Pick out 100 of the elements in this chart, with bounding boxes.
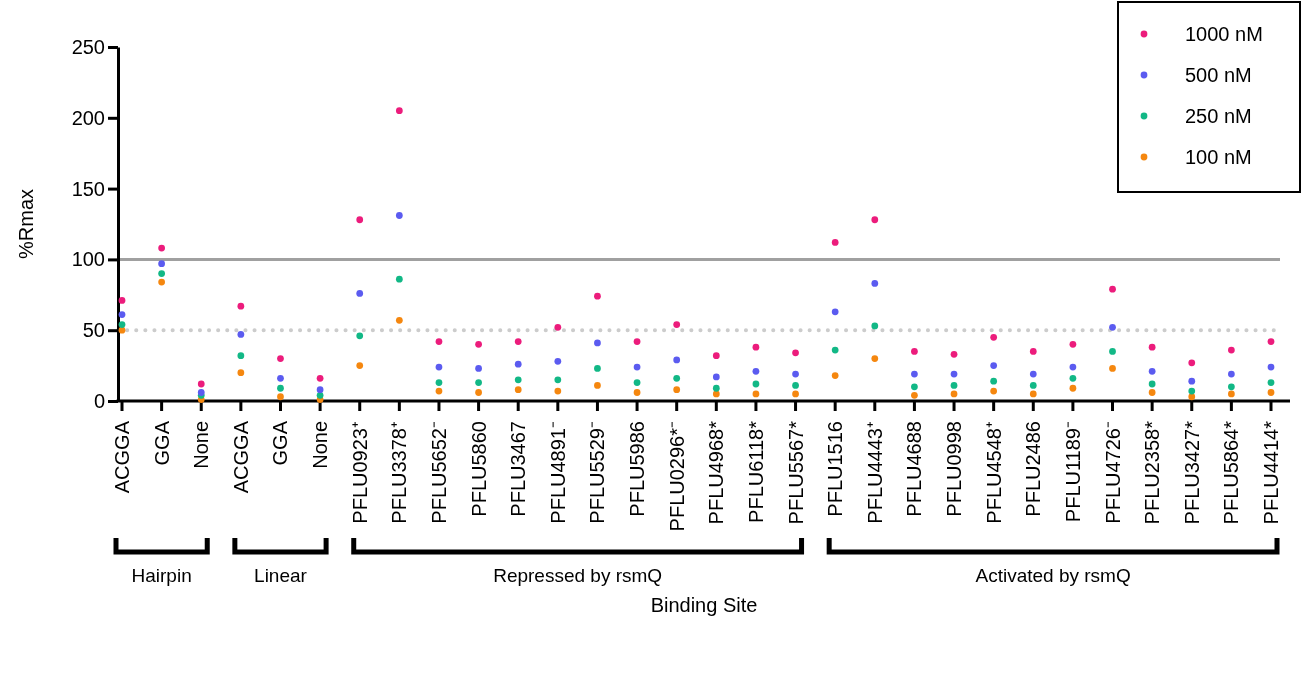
point — [1267, 338, 1275, 345]
legend-label: 500 nM — [1185, 64, 1252, 86]
point — [752, 343, 760, 351]
x-tick-label: PFLU4726⁻ — [1101, 421, 1124, 524]
point — [712, 384, 720, 392]
point — [1109, 323, 1116, 331]
x-tick-label: PFLU4414* — [1260, 420, 1282, 525]
point — [356, 216, 364, 224]
point — [911, 370, 918, 378]
legend-label: 1000 nM — [1185, 23, 1263, 45]
point — [594, 382, 601, 389]
point — [356, 332, 364, 340]
point — [712, 352, 720, 360]
point — [792, 390, 799, 398]
point — [1227, 346, 1235, 354]
point — [792, 349, 799, 357]
point — [950, 390, 958, 398]
point — [435, 387, 443, 395]
point — [475, 365, 482, 372]
point — [990, 333, 998, 341]
x-tick-label: PFLU4968* — [705, 420, 728, 525]
point — [1148, 367, 1156, 375]
text: Linear — [254, 565, 308, 586]
point — [950, 382, 958, 389]
x-tick-label: PFLU4443⁺ — [863, 421, 886, 524]
x-tick-label: PFLU1189⁻ — [1061, 421, 1084, 523]
x-tick-label: PFLU2358* — [1141, 420, 1164, 525]
point — [158, 270, 166, 277]
point — [316, 391, 324, 399]
point — [633, 338, 641, 345]
x-tick-label: GGA — [150, 420, 173, 466]
text: Repressed by rsmQ — [493, 565, 663, 586]
y-axis-title: %Rmax — [15, 188, 37, 260]
point — [475, 379, 482, 386]
legend-label: 250 nM — [1185, 105, 1252, 127]
point — [1148, 389, 1156, 396]
point — [514, 386, 522, 394]
point — [594, 292, 601, 300]
y-tick-label: 250 — [71, 35, 105, 58]
point — [752, 367, 760, 375]
point — [475, 340, 482, 348]
point — [871, 322, 879, 330]
x-tick-label: GGA — [269, 420, 292, 466]
point — [1029, 390, 1037, 398]
point — [871, 216, 879, 224]
x-tick-label: PFLU3378⁺ — [388, 421, 411, 524]
y-tick-label: 50 — [82, 319, 105, 342]
x-tick-label: PFLU4688 — [903, 421, 926, 517]
text: Activated by rsmQ — [975, 565, 1131, 586]
point — [435, 379, 443, 386]
point — [673, 374, 681, 382]
x-tick-label: PFLU4548⁺ — [982, 421, 1005, 524]
x-tick-label: PFLU5567* — [784, 420, 807, 525]
point — [1188, 377, 1196, 385]
point — [990, 377, 998, 385]
point — [356, 362, 364, 369]
point — [1029, 370, 1037, 378]
point — [594, 365, 601, 372]
point — [118, 321, 126, 328]
x-tick-label: PFLU5864* — [1220, 420, 1243, 525]
point — [158, 244, 166, 252]
point — [911, 348, 918, 355]
point — [633, 379, 641, 386]
x-tick-label: PFLU5986 — [626, 421, 649, 517]
point — [237, 302, 245, 310]
point — [237, 352, 245, 360]
point — [712, 373, 720, 381]
point — [277, 355, 284, 362]
point — [356, 290, 364, 297]
point — [197, 380, 205, 388]
point — [1188, 393, 1196, 401]
x-tick-label: None — [309, 421, 332, 469]
point — [1069, 363, 1077, 371]
x-tick-label: PFLU1516 — [824, 421, 847, 517]
point — [316, 386, 324, 394]
x-tick-label: PFLU2486 — [1022, 421, 1045, 517]
point — [831, 372, 839, 379]
point — [673, 386, 681, 394]
point — [1227, 390, 1235, 398]
y-tick-label: 100 — [71, 248, 105, 271]
point — [514, 338, 522, 345]
point — [1029, 348, 1037, 355]
x-tick-label: PFLU0923⁺ — [348, 421, 371, 524]
point — [950, 350, 958, 358]
point — [1109, 285, 1116, 293]
point — [277, 374, 284, 382]
point — [554, 357, 562, 365]
point — [831, 239, 839, 246]
point — [1188, 387, 1196, 395]
point — [475, 389, 482, 396]
point — [594, 339, 601, 347]
point — [1188, 359, 1196, 367]
point — [1227, 383, 1235, 391]
point — [752, 380, 760, 388]
point — [514, 360, 522, 368]
point — [990, 362, 998, 369]
point — [554, 387, 562, 395]
y-tick-label: 150 — [71, 177, 105, 200]
point — [911, 391, 918, 399]
y-tick-label: 200 — [71, 106, 105, 129]
